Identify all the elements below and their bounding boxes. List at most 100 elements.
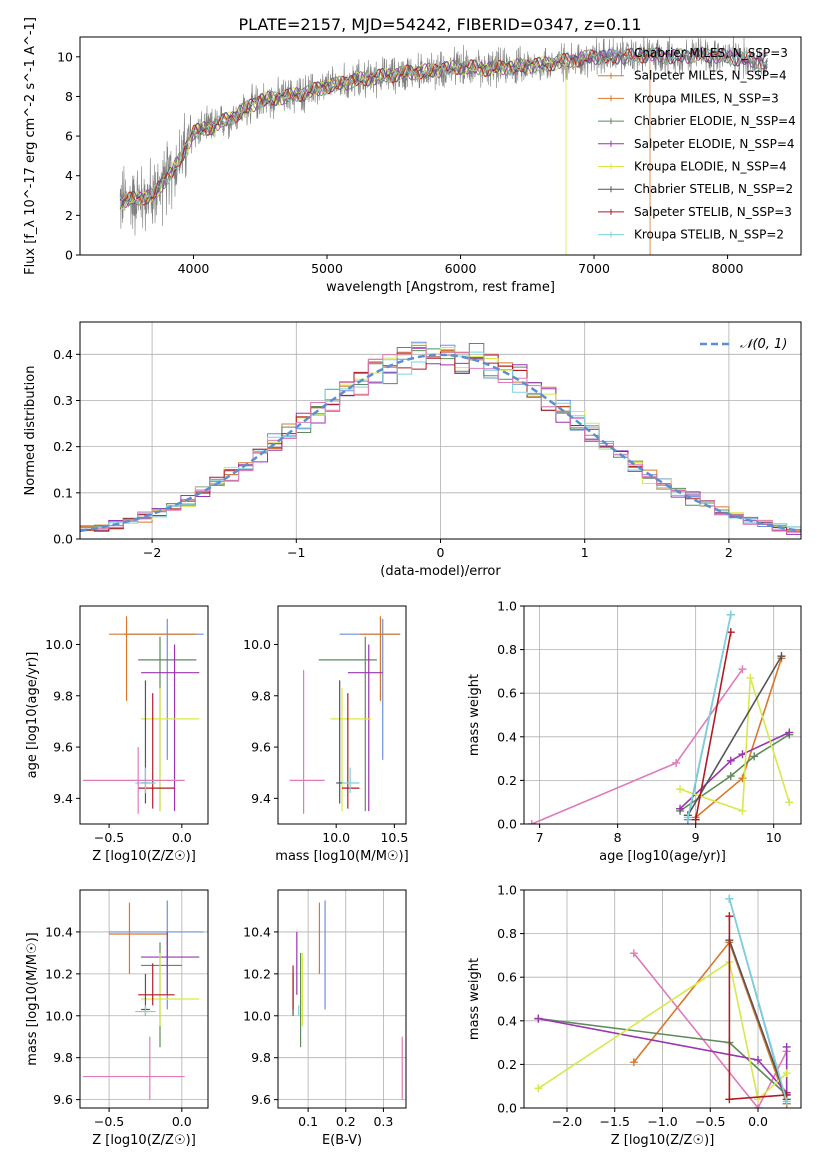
- legend-label: Kroupa MILES, N_SSP=3: [634, 91, 779, 105]
- model-line: [119, 47, 768, 206]
- y-tick-label: 10.4: [45, 924, 73, 939]
- y-axis-label: mass weight: [467, 958, 482, 1040]
- histogram-line: [80, 347, 801, 535]
- legend-label: Chabrier ELODIE, N_SSP=4: [634, 114, 796, 128]
- x-tick-label: 0: [437, 545, 445, 560]
- y-tick-label: 0: [65, 248, 73, 263]
- weight-z-panel: −2.0 −1.5 −1.0 −0.5 0.0 0.0 0.2 0.4 0.6 0.8 1.0 Z […: [467, 883, 802, 1148]
- y-axis-label: mass weight: [467, 674, 482, 756]
- weight-marker: [754, 1104, 763, 1108]
- x-tick-label: 0.1: [298, 1114, 318, 1129]
- x-axis-label: Z [log10(Z/Z☉)]: [611, 1133, 715, 1148]
- x-tick-label: 7000: [578, 261, 610, 276]
- x-tick-label: 6000: [445, 261, 477, 276]
- x-tick-label: 1: [581, 545, 589, 560]
- y-tick-label: 10: [57, 49, 73, 64]
- plot-area: [292, 900, 403, 1100]
- y-tick-label: 9.8: [53, 1050, 73, 1065]
- axes-frame: [79, 605, 209, 825]
- x-tick-label: 0.0: [748, 1114, 768, 1129]
- weight-line: [531, 668, 744, 824]
- weight-marker: [676, 785, 685, 794]
- y-tick-label: 9.6: [251, 740, 271, 755]
- plot-area: [289, 616, 401, 814]
- axes-frame: [523, 605, 802, 825]
- x-axis-label: Z [log10(Z/Z☉)]: [92, 849, 196, 864]
- y-axis-label: age [log10(age/yr)]: [25, 652, 40, 779]
- legend-label: Salpeter ELODIE, N_SSP=4: [634, 137, 795, 151]
- y-tick-label: 1.0: [497, 883, 517, 898]
- y-tick-label: 6: [65, 129, 73, 144]
- y-tick-label: 8: [65, 89, 73, 104]
- y-axis-label: Normed distribution: [23, 366, 38, 496]
- weight-marker: [534, 1084, 543, 1093]
- plot-area: [82, 900, 204, 1100]
- model-line: [119, 48, 651, 255]
- y-tick-label: 9.8: [251, 688, 271, 703]
- weight-line: [728, 939, 788, 1100]
- weight-line: [537, 960, 788, 1101]
- weight-marker: [534, 1014, 543, 1023]
- weight-line: [679, 677, 791, 813]
- ebv-mass-panel: 0.1 0.2 0.3 9.6 9.8 10.0 10.2 10.4 E(B-V): [243, 889, 407, 1148]
- weight-age-panel: 7 8 9 10 0.0 0.2 0.4 0.6 0.8 1.0 age [log10(age/yr…: [467, 599, 802, 864]
- x-tick-label: 8000: [712, 261, 744, 276]
- plot-area: [82, 616, 204, 814]
- y-tick-label: 10.2: [243, 966, 271, 981]
- plot-area: [534, 894, 791, 1108]
- weight-marker: [725, 912, 734, 921]
- y-tick-label: 10.0: [45, 637, 73, 652]
- weight-marker: [746, 673, 755, 682]
- legend-label: Chabrier MILES, N_SSP=3: [634, 46, 788, 60]
- y-tick-label: 0.8: [497, 642, 517, 657]
- legend-label: Kroupa ELODIE, N_SSP=4: [634, 160, 787, 174]
- y-tick-label: 9.6: [251, 1092, 271, 1107]
- weight-marker: [725, 1095, 734, 1104]
- y-axis-label: Flux [f_λ 10^-17 erg cm^-2 s^-1 A^-1]: [23, 17, 38, 275]
- axes-frame: [79, 889, 209, 1109]
- z-mass-panel: −0.5 0.0 9.6 9.8 10.0 10.2 10.4 Z [log10(Z/Z☉)]…: [25, 889, 209, 1148]
- residuals-panel: −2 −1 0 1 2 0.0 0.1 0.2 0.3 0.4 (data-model)/error…: [23, 321, 802, 579]
- weight-marker: [691, 815, 700, 824]
- x-axis-label: E(B-V): [322, 1133, 362, 1148]
- weight-marker: [726, 756, 735, 765]
- x-tick-label: −1.0: [647, 1114, 677, 1129]
- y-tick-label: 0.4: [497, 729, 517, 744]
- x-tick-label: 10: [766, 830, 782, 845]
- y-tick-label: 0.4: [497, 1013, 517, 1028]
- y-tick-label: 0.4: [53, 347, 73, 362]
- weight-line: [728, 898, 788, 1102]
- x-tick-label: −0.5: [695, 1114, 725, 1129]
- x-axis-label: wavelength [Angstrom, rest frame]: [326, 280, 555, 295]
- weight-marker: [782, 1042, 791, 1051]
- weight-marker: [726, 610, 735, 619]
- y-tick-label: 0.2: [497, 773, 517, 788]
- x-tick-label: −1.5: [600, 1114, 630, 1129]
- weight-marker: [527, 820, 536, 824]
- y-tick-label: 0.1: [53, 485, 73, 500]
- model-line: [119, 47, 768, 210]
- x-tick-label: 8: [614, 830, 622, 845]
- x-axis-label: age [log10(age/yr)]: [599, 849, 726, 864]
- y-tick-label: 9.4: [251, 791, 271, 806]
- weight-marker: [726, 772, 735, 781]
- x-axis-label: (data-model)/error: [380, 564, 501, 579]
- x-tick-label: 10.5: [380, 830, 408, 845]
- plot-area: [527, 610, 794, 824]
- weight-marker: [629, 1058, 638, 1067]
- y-tick-label: 4: [65, 168, 73, 183]
- spectrum-panel: 4000 5000 6000 7000 8000 0 2 4 6 8 10 wavelength [A…: [23, 17, 802, 295]
- x-tick-label: 9: [692, 830, 700, 845]
- plot-area: [119, 37, 768, 255]
- y-tick-label: 0.6: [497, 970, 517, 985]
- weight-marker: [782, 1097, 791, 1106]
- x-axis-label: mass [log10(M/M☉)]: [275, 849, 408, 864]
- axes-frame: [277, 605, 407, 825]
- weight-marker: [676, 804, 685, 813]
- weight-marker: [683, 813, 692, 822]
- x-tick-label: 2: [725, 545, 733, 560]
- y-tick-label: 10.0: [45, 1008, 73, 1023]
- y-tick-label: 10.4: [243, 924, 271, 939]
- plot-area: [80, 341, 801, 535]
